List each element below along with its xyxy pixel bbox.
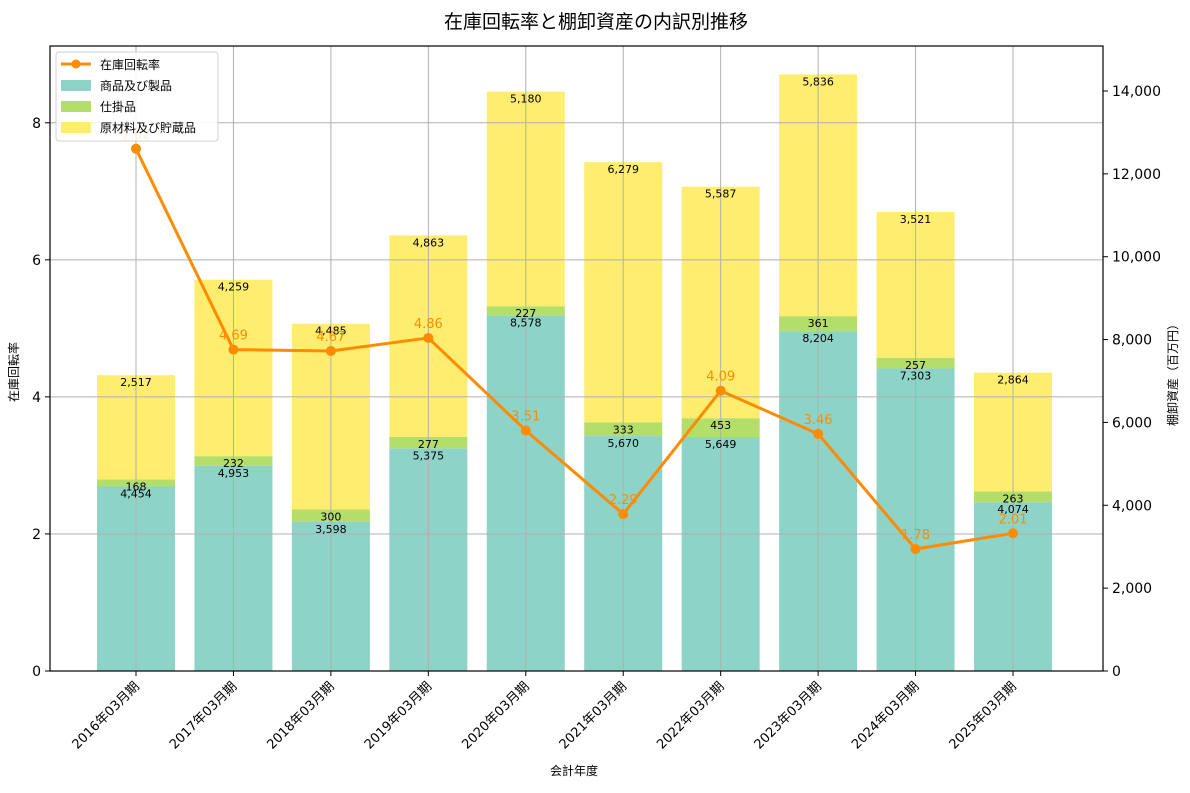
turnover-point xyxy=(618,509,629,520)
bar-value-label: 333 xyxy=(613,423,634,436)
turnover-value-label: 4.86 xyxy=(414,317,443,332)
legend-label: 仕掛品 xyxy=(100,99,136,114)
x-tick-label: 2025年03月期 xyxy=(947,679,1020,752)
bar-value-label: 453 xyxy=(710,419,731,432)
y-left-tick-label: 8 xyxy=(32,116,41,132)
y-left-tick-label: 2 xyxy=(32,527,41,543)
bar-value-label: 232 xyxy=(223,457,244,470)
turnover-value-label: 1.78 xyxy=(901,528,930,543)
bar-value-label: 5,649 xyxy=(705,438,737,451)
x-tick-label: 2022年03月期 xyxy=(654,679,727,752)
bar-value-label: 4,485 xyxy=(315,325,347,338)
turnover-point xyxy=(813,428,824,439)
turnover-point xyxy=(423,332,434,343)
bar-value-label: 8,204 xyxy=(802,332,834,345)
x-tick-label: 2017年03月期 xyxy=(167,679,240,752)
y-left-tick-label: 4 xyxy=(32,390,41,406)
legend-label: 在庫回転率 xyxy=(100,57,160,72)
bar-value-label: 5,836 xyxy=(802,75,834,88)
bar-value-label: 4,074 xyxy=(997,503,1029,516)
turnover-value-label: 4.09 xyxy=(706,370,735,385)
y-right-tick-label: 8,000 xyxy=(1112,333,1152,349)
bar-value-label: 7,303 xyxy=(900,369,932,382)
bar-value-label: 5,670 xyxy=(607,437,639,450)
bar-value-label: 3,598 xyxy=(315,523,347,536)
y-axis-right-label: 棚卸資産（百万円） xyxy=(1165,318,1180,426)
bar-value-label: 4,863 xyxy=(413,236,445,249)
turnover-line: 7.624.694.674.863.512.294.093.461.782.01 xyxy=(122,128,1028,555)
bar-value-label: 263 xyxy=(1003,492,1024,505)
y-right-tick-label: 4,000 xyxy=(1112,498,1152,514)
chart-title: 在庫回転率と棚卸資産の内訳別推移 xyxy=(444,11,748,33)
turnover-value-label: 3.46 xyxy=(804,413,833,428)
legend-label: 原材料及び貯蔵品 xyxy=(100,121,196,135)
x-tick-label: 2024年03月期 xyxy=(849,679,922,752)
bar-value-label: 227 xyxy=(515,307,536,320)
y-right-tick-label: 2,000 xyxy=(1112,581,1152,597)
turnover-value-label: 2.29 xyxy=(609,493,638,508)
turnover-value-label: 4.67 xyxy=(316,330,345,345)
bar-value-label: 5,180 xyxy=(510,93,542,106)
bar-value-label: 257 xyxy=(905,359,926,372)
turnover-point xyxy=(1008,528,1018,539)
turnover-point xyxy=(715,385,726,396)
turnover-value-label: 2.01 xyxy=(999,512,1028,527)
bar-value-label: 4,953 xyxy=(218,467,250,480)
bar-value-label: 4,454 xyxy=(120,487,152,500)
turnover-point xyxy=(228,344,239,355)
legend-box xyxy=(55,51,219,142)
turnover-value-label: 4.69 xyxy=(219,329,248,344)
bar-value-label: 300 xyxy=(320,511,341,524)
bar-value-label: 2,517 xyxy=(120,376,152,389)
gridlines xyxy=(50,46,1103,671)
x-tick-label: 2021年03月期 xyxy=(557,679,630,752)
turnover-line-path xyxy=(134,148,1014,551)
bar-value-label: 361 xyxy=(808,317,829,330)
legend-patch-swatch xyxy=(61,122,91,133)
turnover-point xyxy=(910,544,921,555)
x-tick-label: 2018年03月期 xyxy=(264,679,337,752)
y-left-tick-label: 0 xyxy=(32,664,41,680)
bar-value-label: 168 xyxy=(126,481,147,494)
y-left-tick-label: 6 xyxy=(32,253,41,269)
x-tick-label: 2016年03月期 xyxy=(70,679,143,752)
x-tick-label: 2020年03月期 xyxy=(459,679,532,752)
y-right-tick-label: 14,000 xyxy=(1112,84,1161,100)
plot-frame xyxy=(49,45,1104,672)
bar-value-label: 4,259 xyxy=(218,281,250,294)
turnover-value-label: 3.51 xyxy=(511,409,540,424)
legend-label: 商品及び製品 xyxy=(100,78,172,93)
turnover-point xyxy=(325,345,336,356)
bar-value-label: 3,521 xyxy=(900,213,932,226)
legend-patch-swatch xyxy=(61,80,91,91)
y-right-tick-label: 6,000 xyxy=(1112,415,1152,431)
y-right-tick-label: 0 xyxy=(1112,664,1121,680)
x-tick-label: 2019年03月期 xyxy=(362,679,435,752)
y-right-tick-label: 12,000 xyxy=(1112,167,1161,183)
y-right-tick-label: 10,000 xyxy=(1112,250,1161,266)
x-tick-label: 2023年03月期 xyxy=(752,679,825,752)
bar-value-label: 6,279 xyxy=(607,163,639,176)
bar-value-label: 5,375 xyxy=(413,449,445,462)
turnover-point xyxy=(131,143,141,154)
y-axis-left-label: 在庫回転率 xyxy=(6,342,21,402)
bar-value-label: 277 xyxy=(418,438,439,451)
bar-value-label: 2,864 xyxy=(997,374,1029,387)
turnover-point xyxy=(520,425,531,436)
bar-value-label: 5,587 xyxy=(705,188,737,201)
legend-patch-swatch xyxy=(61,101,91,112)
x-axis-label: 会計年度 xyxy=(550,763,598,778)
bar-value-label: 8,578 xyxy=(510,317,542,330)
